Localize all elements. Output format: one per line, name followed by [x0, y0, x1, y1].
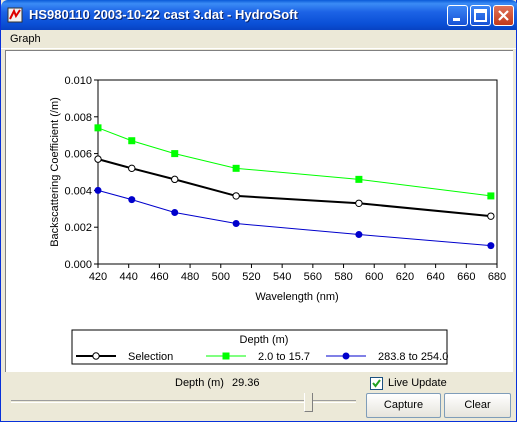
data-point-series-2 — [128, 196, 136, 204]
data-point-series-2 — [355, 231, 363, 239]
x-tick-label: 640 — [426, 271, 444, 283]
y-tick-label: 0.000 — [64, 259, 92, 271]
data-point-series-1 — [128, 137, 136, 145]
x-tick-label: 540 — [273, 271, 291, 283]
live-update-checkbox[interactable] — [370, 377, 383, 390]
depth-label: Depth (m) — [175, 377, 224, 389]
y-tick-label: 0.002 — [64, 222, 92, 234]
plot-frame — [97, 79, 498, 265]
x-tick-label: 660 — [457, 271, 475, 283]
app-icon — [7, 7, 23, 23]
title-bar[interactable]: HS980110 2003-10-22 cast 3.dat - HydroSo… — [1, 0, 517, 30]
y-axis-label: Backscattering Coefficient (/m) — [49, 97, 61, 247]
clear-button[interactable]: Clear — [444, 393, 511, 418]
x-tick-label: 460 — [150, 271, 168, 283]
legend-label-0: Selection — [128, 351, 173, 363]
data-point-series-1 — [355, 175, 363, 183]
legend-label-2: 283.8 to 254.0 — [378, 351, 448, 363]
x-tick-label: 680 — [488, 271, 506, 283]
x-tick-label: 620 — [396, 271, 414, 283]
data-point-series-1 — [94, 124, 102, 132]
x-tick-label: 580 — [334, 271, 352, 283]
data-point-series-1 — [232, 164, 240, 172]
menu-bar: Graph — [1, 30, 516, 49]
minimize-icon — [453, 18, 460, 21]
data-point-series-0 — [232, 192, 240, 200]
x-tick-label: 520 — [242, 271, 260, 283]
legend-marker-0 — [92, 352, 100, 360]
y-tick-label: 0.006 — [64, 149, 92, 161]
legend-marker-1 — [222, 352, 230, 360]
legend: Depth (m) Selection 2.0 to 15.7 283.8 to 2… — [71, 329, 448, 365]
series-line-2 — [97, 189, 491, 247]
data-point-series-2 — [232, 220, 240, 228]
window-title: HS980110 2003-10-22 cast 3.dat - HydroSo… — [29, 7, 298, 22]
x-tick-label: 600 — [365, 271, 383, 283]
y-tick-label: 0.008 — [64, 112, 92, 124]
x-tick-label: 480 — [181, 271, 199, 283]
y-tick-label: 0.004 — [64, 185, 92, 197]
depth-slider-track[interactable] — [11, 400, 356, 403]
data-point-series-1 — [171, 150, 179, 158]
live-update-label: Live Update — [388, 377, 447, 389]
data-point-series-0 — [94, 155, 102, 163]
legend-marker-2 — [342, 352, 350, 360]
status-row: Depth (m) 29.36 Live Update — [5, 373, 513, 393]
data-point-series-2 — [94, 186, 102, 194]
series-line-0 — [97, 158, 491, 218]
depth-value: 29.36 — [232, 377, 260, 389]
checkmark-icon — [372, 379, 381, 388]
minimize-button[interactable] — [447, 5, 468, 26]
data-point-series-1 — [487, 192, 495, 200]
legend-label-1: 2.0 to 15.7 — [258, 351, 310, 363]
menu-graph[interactable]: Graph — [10, 33, 41, 45]
maximize-button[interactable] — [470, 5, 491, 26]
depth-slider-thumb[interactable] — [304, 393, 313, 412]
capture-button[interactable]: Capture — [366, 393, 441, 418]
data-point-series-2 — [171, 208, 179, 216]
data-point-series-0 — [355, 199, 363, 207]
x-tick-label: 440 — [120, 271, 138, 283]
data-point-series-0 — [171, 175, 179, 184]
series-line-1 — [97, 127, 491, 197]
chart-panel: 0.000 0.002 0.004 0.006 0.008 0.010 420 440 460… — [5, 50, 513, 372]
x-axis-label: Wavelength (nm) — [255, 291, 338, 303]
data-point-series-0 — [487, 212, 495, 220]
chart: 0.000 0.002 0.004 0.006 0.008 0.010 420 440 460… — [49, 75, 506, 365]
close-button[interactable] — [493, 5, 514, 26]
maximize-icon — [474, 9, 487, 22]
legend-title: Depth (m) — [240, 334, 289, 346]
x-tick-label: 500 — [212, 271, 230, 283]
data-point-series-0 — [128, 164, 136, 173]
y-tick-label: 0.010 — [64, 75, 92, 87]
data-point-series-2 — [487, 242, 495, 250]
close-icon — [498, 10, 509, 21]
x-tick-label: 560 — [304, 271, 322, 283]
x-tick-label: 420 — [89, 271, 107, 283]
